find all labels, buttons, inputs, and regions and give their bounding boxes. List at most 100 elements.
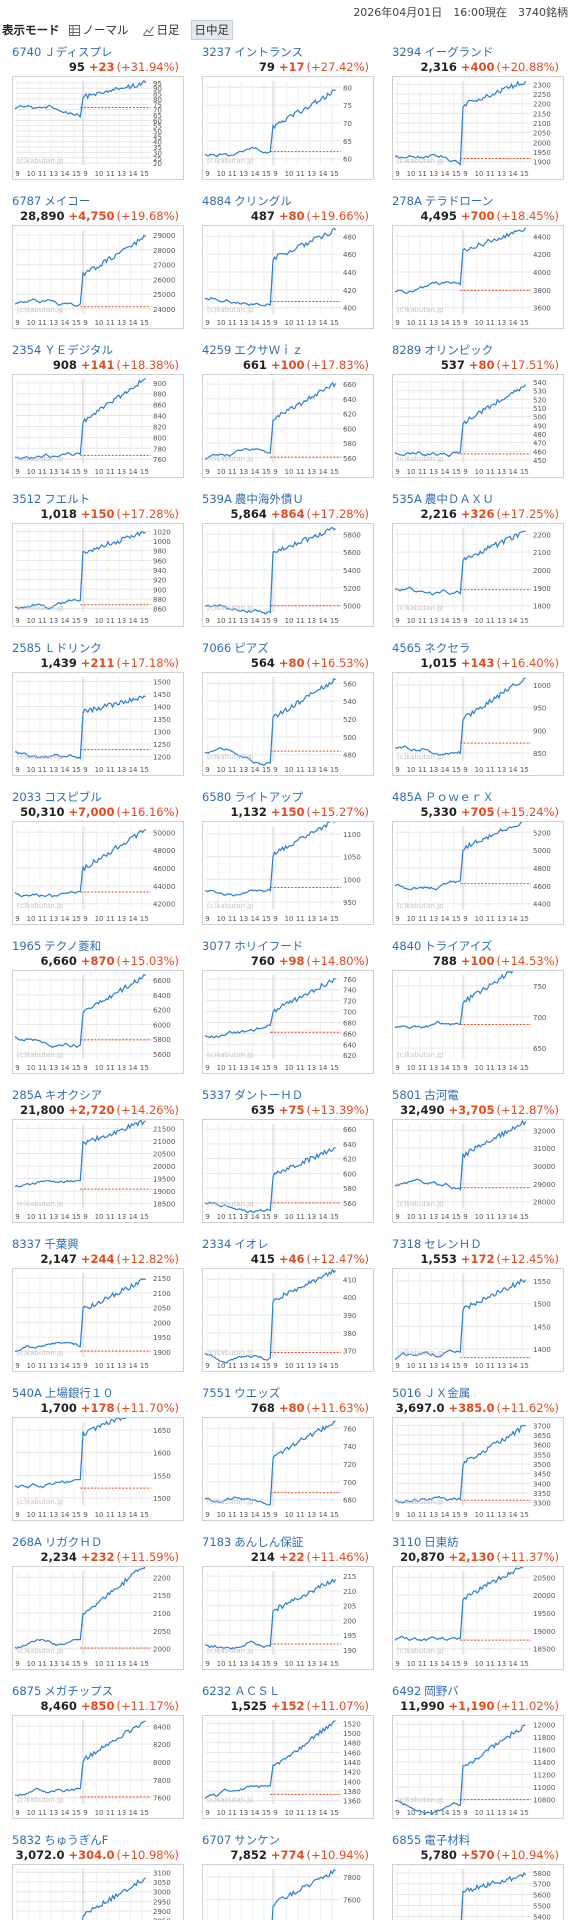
stock-title[interactable]: 3294 イーグランド	[392, 44, 564, 60]
stock-name-link[interactable]: イオレ	[234, 1237, 269, 1251]
stock-title[interactable]: 6492 岡野バ	[392, 1683, 564, 1699]
stock-code-link[interactable]: 6580	[202, 790, 232, 804]
stock-title[interactable]: 8289 オリンピック	[392, 342, 564, 358]
intraday-chart[interactable]: 20500 20000 19500 19000 18500 9 10 11 13 14 15 9 10 1…	[392, 1566, 564, 1670]
stock-card[interactable]: 4884 クリングル 487 +80 (+19.66%) 480 460 440 420 400 9…	[194, 193, 375, 333]
stock-title[interactable]: 3237 イントランス	[202, 44, 374, 60]
stock-name-link[interactable]: ＡＣＳＬ	[234, 1684, 281, 1698]
stock-name-link[interactable]: ピアズ	[234, 641, 269, 655]
stock-code-link[interactable]: 268A	[12, 1535, 42, 1549]
stock-card[interactable]: 540A 上場銀行１０ 1,700 +178 (+11.70%) 1650 1600 1550…	[4, 1385, 185, 1525]
stock-card[interactable]: 6707サンケン7,852+774(+10.94%)78007600740072…	[194, 1832, 375, 1920]
stock-name-link[interactable]: トライアイズ	[424, 939, 493, 953]
stock-code-link[interactable]: 6787	[12, 194, 42, 208]
stock-title[interactable]: 5801 古河電	[392, 1087, 564, 1103]
stock-title[interactable]: 540A 上場銀行１０	[12, 1385, 184, 1401]
intraday-chart[interactable]: 1000 950 900 850 9 10 11 13 14 15 9 10 11 13 14 15 (c)ka…	[392, 672, 564, 776]
intraday-chart[interactable]: 21500 21000 20500 20000 19500 19000 18500 9 10 11…	[12, 1119, 184, 1223]
stock-code-link[interactable]: 2334	[202, 1237, 232, 1251]
stock-card[interactable]: 7066 ピアズ 564 +80 (+16.53%) 560 540 520 500 480 9 10…	[194, 640, 375, 780]
stock-code-link[interactable]: 4565	[392, 641, 422, 655]
stock-code-link[interactable]: 3077	[202, 939, 232, 953]
stock-name-link[interactable]: 電子材料	[424, 1833, 471, 1847]
intraday-chart[interactable]: 5800 5600 5400 5200 5000 9 10 11 13 14 15 9 10 11 13 14…	[202, 523, 374, 627]
stock-card[interactable]: 268A リガクＨＤ 2,234 +232 (+11.59%) 2200 2150 2100 2…	[4, 1534, 185, 1674]
stock-card[interactable]: 6875 メガチップス 8,460 +850 (+11.17%) 8400 8200 8000…	[4, 1683, 185, 1823]
stock-title[interactable]: 268A リガクＨＤ	[12, 1534, 184, 1550]
mode-daily-button[interactable]: 日足	[140, 21, 183, 39]
stock-card[interactable]: 6580 ライトアップ 1,132 +150 (+15.27%) 1100 1050 1000…	[194, 789, 375, 929]
stock-name-link[interactable]: ネクセラ	[424, 641, 471, 655]
intraday-chart[interactable]: 760 740 720 700 680 9 10 11 13 14 15 9 10 11 13 14 15 (c)…	[202, 1417, 374, 1521]
stock-code-link[interactable]: 278A	[392, 194, 422, 208]
stock-code-link[interactable]: 6740	[12, 45, 42, 59]
stock-card[interactable]: 2334 イオレ 415 +46 (+12.47%) 410 400 390 380 370 9 10…	[194, 1236, 375, 1376]
stock-name-link[interactable]: メイコー	[44, 194, 91, 208]
stock-code-link[interactable]: 3512	[12, 492, 42, 506]
stock-name-link[interactable]: 千葉興	[44, 1237, 79, 1251]
intraday-chart[interactable]: 1020 1000 980 960 940 920 900 880 860 9 10 11 13 14 15…	[12, 523, 184, 627]
stock-code-link[interactable]: 535A	[392, 492, 422, 506]
stock-name-link[interactable]: ダントーＨＤ	[234, 1088, 304, 1102]
mode-normal-button[interactable]: ノーマル	[66, 21, 132, 39]
stock-title[interactable]: 6707 サンケン	[202, 1832, 374, 1848]
stock-card[interactable]: 7551 ウエッズ 768 +80 (+11.63%) 760 740 720 700 680 9 1…	[194, 1385, 375, 1525]
intraday-chart[interactable]: 900 880 860 840 820 800 780 760 9 10 11 13 14 15 9 10 11…	[12, 374, 184, 478]
stock-name-link[interactable]: キオクシア	[44, 1088, 103, 1102]
stock-code-link[interactable]: 539A	[202, 492, 232, 506]
stock-title[interactable]: 6855 電子材料	[392, 1832, 564, 1848]
intraday-chart[interactable]: 12000 11800 11600 11400 11200 11000 10800 9 10 11…	[392, 1715, 564, 1819]
stock-code-link[interactable]: 4884	[202, 194, 232, 208]
stock-code-link[interactable]: 4840	[392, 939, 422, 953]
stock-name-link[interactable]: クリングル	[234, 194, 292, 208]
intraday-chart[interactable]: 29000 28000 27000 26000 25000 24000 9 10 11 13 14 1…	[12, 225, 184, 329]
stock-title[interactable]: 5016 ＪＸ金属	[392, 1385, 564, 1401]
stock-title[interactable]: 6232 ＡＣＳＬ	[202, 1683, 374, 1699]
intraday-chart[interactable]: 660 640 620 600 580 560 9 10 11 13 14 15 9 10 11 13 14 15…	[202, 374, 374, 478]
intraday-chart[interactable]: 560 540 520 500 480 9 10 11 13 14 15 9 10 11 13 14 15 (c)…	[202, 672, 374, 776]
stock-name-link[interactable]: ＹＥデジタル	[44, 343, 114, 357]
stock-code-link[interactable]: 8337	[12, 1237, 42, 1251]
stock-title[interactable]: 6787 メイコー	[12, 193, 184, 209]
stock-name-link[interactable]: エクサＷｉｚ	[234, 343, 304, 357]
stock-code-link[interactable]: 7318	[392, 1237, 422, 1251]
stock-name-link[interactable]: ちゅうぎんF	[44, 1833, 109, 1847]
stock-name-link[interactable]: あんしん保証	[234, 1535, 304, 1549]
stock-code-link[interactable]: 6492	[392, 1684, 422, 1698]
stock-name-link[interactable]: イーグランド	[424, 45, 494, 59]
stock-card[interactable]: 7318 セレンＨＤ 1,553 +172 (+12.45%) 1550 1500 1450 1…	[384, 1236, 565, 1376]
intraday-chart[interactable]: 1100 1050 1000 950 9 10 11 13 14 15 9 10 11 13 14 15 (c)…	[202, 821, 374, 925]
stock-name-link[interactable]: Ｊディスプレ	[44, 45, 113, 59]
stock-code-link[interactable]: 5801	[392, 1088, 422, 1102]
intraday-chart[interactable]: 410 400 390 380 370 9 10 11 13 14 15 9 10 11 13 14 15 (c)…	[202, 1268, 374, 1372]
stock-card[interactable]: 3110 日東紡 20,870 +2,130 (+11.37%) 20500 20000 19…	[384, 1534, 565, 1674]
intraday-chart[interactable]: 2150 2100 2050 2000 1950 1900 9 10 11 13 14 15 9 10 11…	[12, 1268, 184, 1372]
intraday-chart[interactable]: 32000 31000 30000 29000 28000 9 10 11 13 14 15 9 10 1…	[392, 1119, 564, 1223]
intraday-chart[interactable]: 540 530 520 510 500 490 480 470 460 450 9 10 11 13 14 1…	[392, 374, 564, 478]
stock-code-link[interactable]: 7183	[202, 1535, 232, 1549]
stock-title[interactable]: 7551 ウエッズ	[202, 1385, 374, 1401]
stock-card[interactable]: 4840 トライアイズ 788 +100 (+14.53%) 750 700 650 9 10 11…	[384, 938, 565, 1078]
intraday-chart[interactable]: 4400 4200 4000 3800 3600 9 10 11 13 14 15 9 10 11 13 14…	[392, 225, 564, 329]
stock-card[interactable]: 6492 岡野バ 11,990 +1,190 (+11.02%) 12000 11800 11…	[384, 1683, 565, 1823]
intraday-chart[interactable]: 8400 8200 8000 7800 7600 9 10 11 13 14 15 9 10 11 13 14…	[12, 1715, 184, 1819]
stock-title[interactable]: 7183 あんしん保証	[202, 1534, 374, 1550]
stock-name-link[interactable]: 上場銀行１０	[44, 1386, 114, 1400]
stock-title[interactable]: 6875 メガチップス	[12, 1683, 184, 1699]
stock-name-link[interactable]: ＪＸ金属	[424, 1386, 471, 1400]
stock-code-link[interactable]: 7066	[202, 641, 232, 655]
intraday-chart[interactable]: 760 740 720 700 680 660 640 620 9 10 11 13 14 15 9 10 11…	[202, 970, 374, 1074]
intraday-chart[interactable]: 95 90 85 80 75 70 65 60 55 50 45 40 35 30 25 20 9 10 11 13 1…	[12, 76, 184, 180]
stock-code-link[interactable]: 5016	[392, 1386, 422, 1400]
stock-name-link[interactable]: テクノ菱和	[44, 939, 102, 953]
stock-title[interactable]: 4259 エクサＷｉｚ	[202, 342, 374, 358]
intraday-chart[interactable]: 215 210 205 200 195 190 9 10 11 13 14 15 9 10 11 13 14 15…	[202, 1566, 374, 1670]
stock-card[interactable]: 285A キオクシア 21,800 +2,720 (+14.26%) 21500 21000…	[4, 1087, 185, 1227]
stock-code-link[interactable]: 8289	[392, 343, 422, 357]
stock-code-link[interactable]: 7551	[202, 1386, 232, 1400]
intraday-chart[interactable]: 2200 2150 2100 2050 2000 9 10 11 13 14 15 9 10 11 13 14…	[12, 1566, 184, 1670]
stock-title[interactable]: 6740 Ｊディスプレ	[12, 44, 184, 60]
stock-card[interactable]: 5016 ＪＸ金属 3,697.0 +385.0 (+11.62%) 3700 3650 36…	[384, 1385, 565, 1525]
stock-card[interactable]: 5801 古河電 32,490 +3,705 (+12.87%) 32000 31000 30…	[384, 1087, 565, 1227]
stock-card[interactable]: 8337 千葉興 2,147 +244 (+12.82%) 2150 2100 2050 200…	[4, 1236, 185, 1376]
